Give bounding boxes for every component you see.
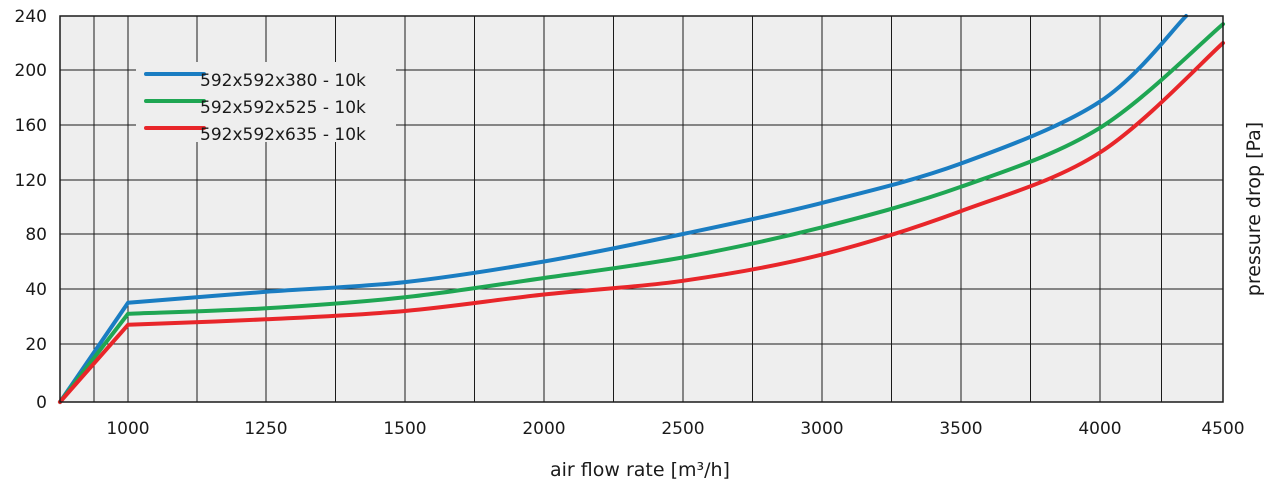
x-axis-title: air flow rate [m³/h] <box>550 459 730 481</box>
legend: 592x592x380 - 10k 592x592x525 - 10k 592x59… <box>136 62 396 145</box>
data-series <box>58 14 1225 404</box>
series-line-1 <box>58 14 1189 404</box>
x-tick-label: 2500 <box>661 419 704 439</box>
x-tick-label: 2000 <box>522 419 565 439</box>
x-tick-label: 4500 <box>1201 419 1244 439</box>
x-tick-label: 3000 <box>800 419 843 439</box>
y-tick-label: 40 <box>25 280 47 300</box>
series-line-2 <box>58 22 1225 404</box>
y-tick-label: 80 <box>25 225 47 245</box>
series-line-3 <box>58 41 1225 404</box>
y-axis-title: pressure drop [Pa] <box>1243 122 1265 296</box>
legend-label: 592x592x525 - 10k <box>200 98 366 118</box>
x-tick-label: 1000 <box>106 419 149 439</box>
x-axis-ticks: 1000 1250 1500 2000 2500 3000 3500 4000 4500 <box>106 419 1244 439</box>
legend-label: 592x592x380 - 10k <box>200 71 366 91</box>
y-tick-label: 0 <box>36 393 47 413</box>
y-tick-label: 20 <box>25 335 47 355</box>
x-tick-label: 1250 <box>244 419 287 439</box>
y-tick-label: 200 <box>15 61 47 81</box>
y-tick-label: 120 <box>15 171 47 191</box>
x-tick-label: 3500 <box>939 419 982 439</box>
legend-label: 592x592x635 - 10k <box>200 125 366 145</box>
y-tick-label: 240 <box>15 7 47 27</box>
x-tick-label: 4000 <box>1078 419 1121 439</box>
y-tick-label: 160 <box>15 116 47 136</box>
x-tick-label: 1500 <box>383 419 426 439</box>
y-axis-ticks: 0 20 40 80 120 160 200 240 <box>15 7 47 413</box>
plot-frame <box>59 15 1224 403</box>
